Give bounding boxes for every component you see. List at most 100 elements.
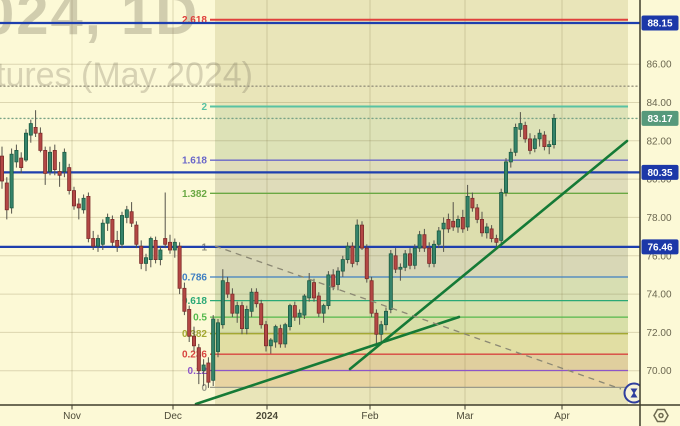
candle[interactable] (350, 242, 355, 268)
candle[interactable] (134, 221, 139, 249)
candle[interactable] (475, 204, 480, 224)
candle[interactable] (470, 192, 475, 212)
candle[interactable] (503, 158, 508, 197)
trendline-2[interactable] (348, 139, 629, 371)
candle[interactable] (528, 133, 533, 155)
candle[interactable] (518, 112, 523, 137)
candle[interactable] (67, 163, 72, 195)
candle[interactable] (345, 242, 350, 264)
drawings-layer[interactable] (194, 139, 644, 405)
candle[interactable] (455, 215, 460, 233)
candle[interactable] (359, 221, 364, 250)
candle[interactable] (206, 357, 211, 388)
candle[interactable] (43, 146, 48, 185)
candle[interactable] (436, 227, 441, 249)
candle[interactable] (451, 202, 456, 231)
candle[interactable] (52, 144, 57, 176)
candle[interactable] (484, 223, 489, 239)
candle[interactable] (4, 177, 9, 220)
candle[interactable] (187, 305, 192, 342)
candle[interactable] (412, 244, 417, 270)
candle[interactable] (129, 202, 134, 227)
candle[interactable] (14, 144, 19, 168)
candle[interactable] (124, 205, 129, 224)
candle[interactable] (244, 305, 249, 335)
candle[interactable] (532, 135, 537, 153)
candle[interactable] (355, 219, 360, 266)
candle[interactable] (211, 315, 216, 386)
candle[interactable] (489, 225, 494, 243)
candle[interactable] (263, 320, 268, 352)
candle[interactable] (254, 288, 259, 308)
candle[interactable] (201, 359, 206, 386)
candle[interactable] (273, 324, 278, 348)
candle[interactable] (393, 248, 398, 273)
candle[interactable] (537, 129, 542, 147)
candle[interactable] (523, 121, 528, 143)
candle[interactable] (369, 276, 374, 318)
candle[interactable] (62, 148, 67, 178)
candle[interactable] (379, 320, 384, 344)
candle[interactable] (100, 219, 105, 250)
candle[interactable] (96, 234, 101, 252)
candle[interactable] (38, 127, 43, 153)
candle[interactable] (177, 242, 182, 295)
candle[interactable] (81, 194, 86, 214)
candle[interactable] (153, 236, 158, 264)
candle[interactable] (120, 211, 125, 249)
candle[interactable] (115, 230, 120, 252)
candle[interactable] (230, 288, 235, 318)
candle[interactable] (225, 276, 230, 298)
candle[interactable] (235, 301, 240, 323)
candle[interactable] (441, 217, 446, 252)
candle[interactable] (278, 324, 283, 348)
time-axis-bg[interactable] (0, 405, 640, 426)
candle[interactable] (292, 301, 297, 321)
candle[interactable] (196, 343, 201, 385)
candle[interactable] (268, 338, 273, 354)
candle[interactable] (110, 215, 115, 247)
candle[interactable] (321, 303, 326, 323)
candle[interactable] (331, 269, 336, 291)
candle[interactable] (163, 192, 168, 249)
candle[interactable] (283, 322, 288, 348)
candle[interactable] (417, 230, 422, 252)
candle[interactable] (23, 129, 28, 162)
candle[interactable] (139, 240, 144, 270)
candle[interactable] (167, 234, 172, 254)
candle[interactable] (398, 263, 403, 281)
candle[interactable] (91, 230, 96, 250)
candle[interactable] (403, 250, 408, 272)
candle[interactable] (508, 148, 513, 168)
candle[interactable] (33, 110, 38, 137)
candle[interactable] (340, 255, 345, 277)
candle[interactable] (239, 301, 244, 335)
candle[interactable] (57, 161, 62, 187)
axis-settings-icon[interactable] (653, 408, 669, 423)
candle[interactable] (105, 213, 110, 231)
candle[interactable] (547, 140, 552, 155)
candle[interactable] (499, 188, 504, 245)
candle[interactable] (494, 234, 499, 247)
candle[interactable] (407, 248, 412, 270)
candle[interactable] (72, 186, 77, 210)
candle[interactable] (259, 299, 264, 329)
candle[interactable] (383, 307, 388, 331)
candle[interactable] (542, 131, 547, 151)
candle[interactable] (191, 326, 196, 352)
candle[interactable] (364, 244, 369, 283)
candle[interactable] (374, 309, 379, 344)
candle[interactable] (446, 213, 451, 233)
candle[interactable] (249, 288, 254, 318)
candle[interactable] (287, 303, 292, 331)
candle[interactable] (427, 242, 432, 268)
candle[interactable] (158, 246, 163, 266)
candle[interactable] (19, 152, 24, 174)
candle[interactable] (552, 114, 557, 149)
candles-layer[interactable] (0, 110, 557, 388)
price-axis-bg[interactable] (640, 0, 680, 426)
candle[interactable] (143, 253, 148, 272)
candle[interactable] (215, 319, 220, 358)
